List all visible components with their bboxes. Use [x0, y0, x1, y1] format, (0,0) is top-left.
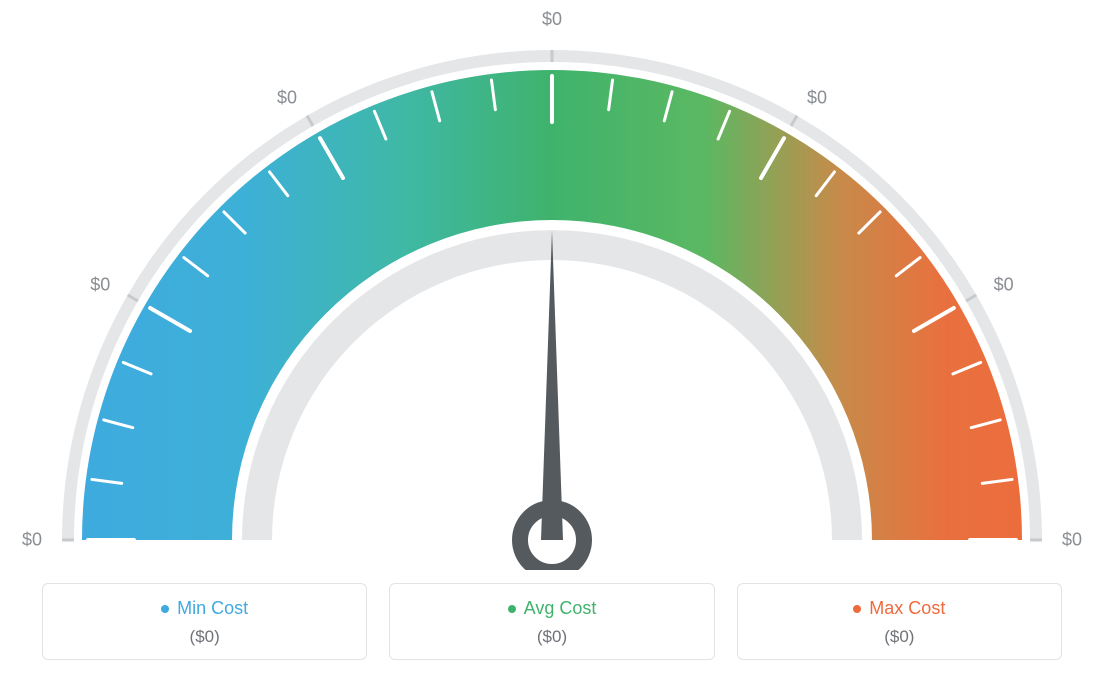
legend-dot-icon	[161, 605, 169, 613]
legend-label: Min Cost	[177, 598, 248, 619]
legend-card-min: Min Cost ($0)	[42, 583, 367, 660]
legend-value: ($0)	[53, 627, 356, 647]
gauge-tick-label: $0	[90, 275, 110, 296]
legend-dot-icon	[508, 605, 516, 613]
legend-card-max: Max Cost ($0)	[737, 583, 1062, 660]
legend-label: Avg Cost	[524, 598, 597, 619]
gauge-tick-label: $0	[1062, 530, 1082, 551]
gauge-tick-label: $0	[994, 275, 1014, 296]
legend-card-avg: Avg Cost ($0)	[389, 583, 714, 660]
gauge-svg	[42, 10, 1062, 570]
legend-value: ($0)	[400, 627, 703, 647]
legend-title: Min Cost	[161, 598, 248, 619]
gauge-tick-label: $0	[277, 88, 297, 109]
legend-row: Min Cost ($0) Avg Cost ($0) Max Cost ($0…	[42, 583, 1062, 660]
legend-title: Max Cost	[853, 598, 945, 619]
gauge-tick-label: $0	[22, 530, 42, 551]
legend-title: Avg Cost	[508, 598, 597, 619]
gauge-chart: $0$0$0$0$0$0$0	[42, 10, 1062, 570]
gauge-tick-label: $0	[807, 88, 827, 109]
legend-value: ($0)	[748, 627, 1051, 647]
legend-label: Max Cost	[869, 598, 945, 619]
gauge-tick-label: $0	[542, 9, 562, 30]
legend-dot-icon	[853, 605, 861, 613]
